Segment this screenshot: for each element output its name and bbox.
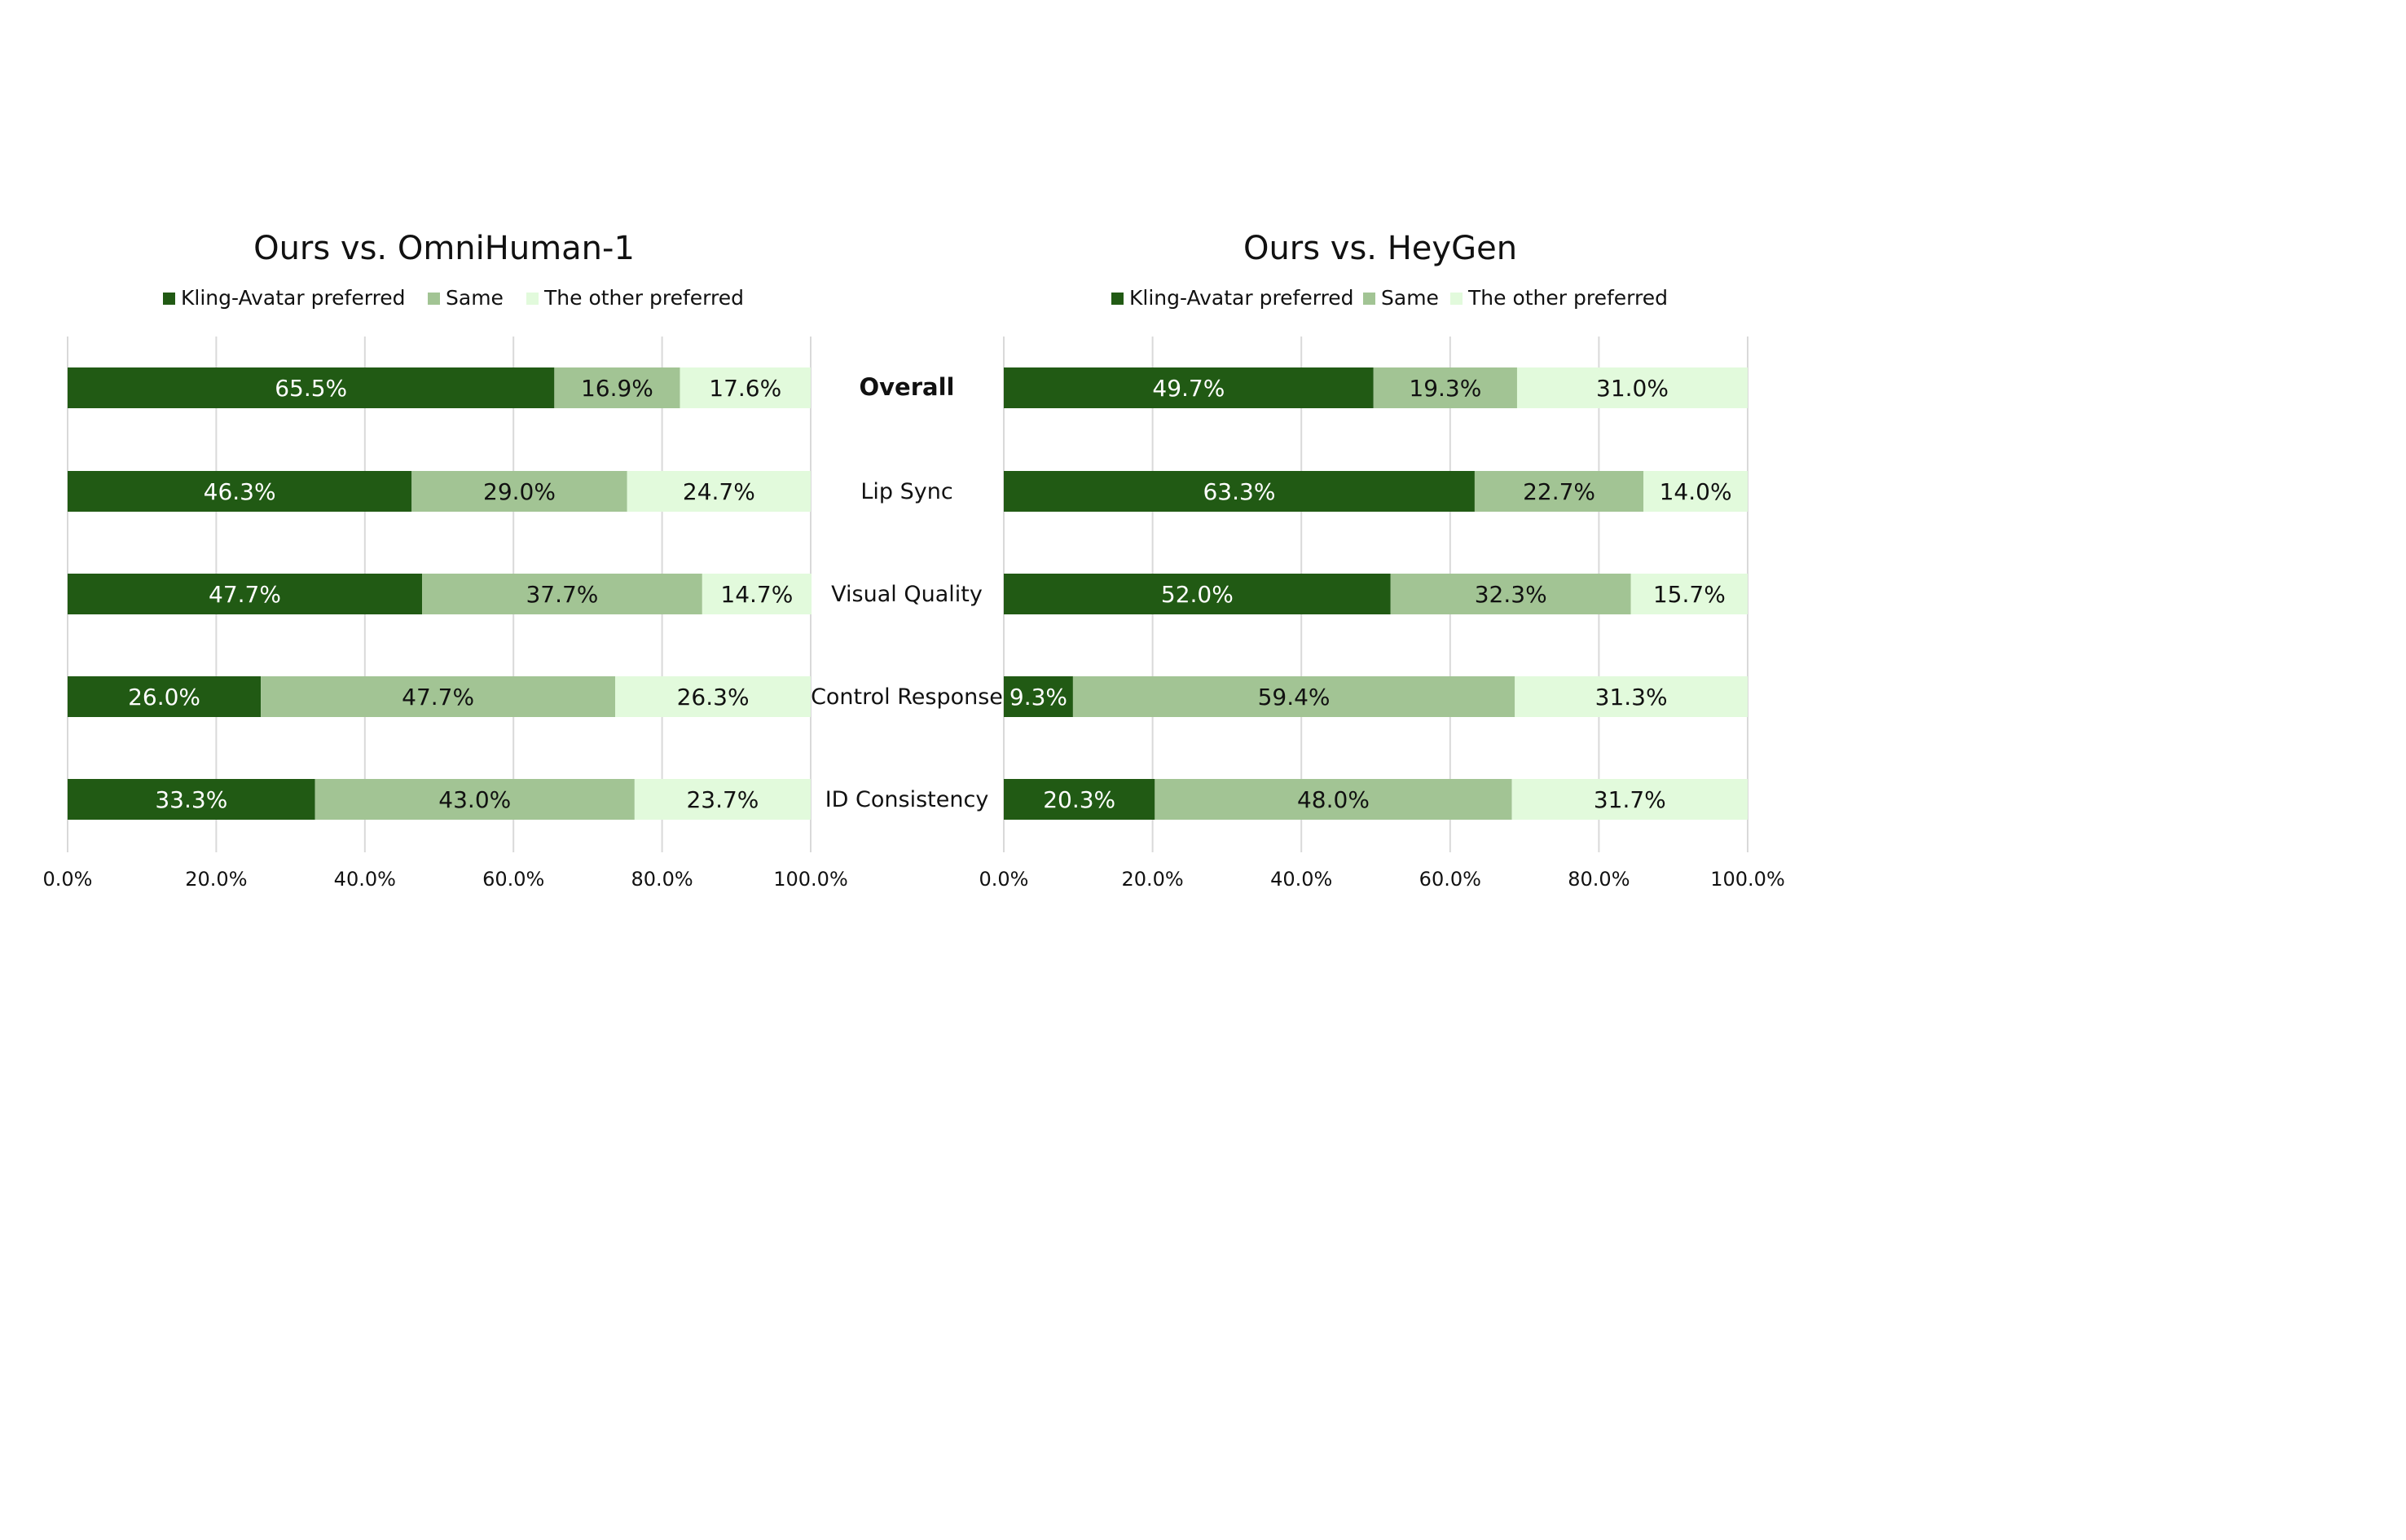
legend-swatch-the-other-preferred	[1450, 293, 1463, 305]
data-label: 9.3%	[1009, 684, 1067, 711]
legend-label-the-other-preferred: The other preferred	[1467, 286, 1668, 310]
data-label: 48.0%	[1297, 786, 1370, 813]
bar-visual-quality-kling-avatar-preferred	[1004, 574, 1391, 614]
bar-lip-sync-the-other-preferred	[627, 471, 811, 512]
bar-id-consistency-same	[1155, 779, 1512, 820]
category-label-visual-quality: Visual Quality	[831, 582, 983, 607]
data-label: 31.0%	[1596, 375, 1669, 402]
x-tick-label: 40.0%	[334, 868, 396, 891]
chart-title: Ours vs. HeyGen	[1243, 230, 1517, 267]
x-tick-label: 20.0%	[1121, 868, 1183, 891]
bar-visual-quality-the-other-preferred	[702, 574, 812, 614]
legend-swatch-same	[428, 293, 440, 305]
legend-label-kling-avatar-preferred: Kling-Avatar preferred	[1129, 286, 1354, 310]
bar-control-response-kling-avatar-preferred	[1004, 676, 1073, 717]
bar-overall-the-other-preferred	[680, 367, 811, 408]
legend-label-the-other-preferred: The other preferred	[543, 286, 744, 310]
data-label: 15.7%	[1653, 581, 1726, 608]
legend-label-kling-avatar-preferred: Kling-Avatar preferred	[181, 286, 406, 310]
x-tick-label: 40.0%	[1270, 868, 1332, 891]
data-label: 49.7%	[1152, 375, 1225, 402]
legend-swatch-kling-avatar-preferred	[163, 293, 175, 305]
data-label: 32.3%	[1475, 581, 1547, 608]
bar-overall-kling-avatar-preferred	[1004, 367, 1374, 408]
data-label: 26.0%	[128, 684, 200, 711]
data-label: 65.5%	[275, 375, 347, 402]
bar-id-consistency-the-other-preferred	[1511, 779, 1748, 820]
bar-control-response-the-other-preferred	[1515, 676, 1748, 717]
data-label: 24.7%	[683, 478, 755, 505]
bar-lip-sync-the-other-preferred	[1643, 471, 1748, 512]
data-label: 52.0%	[1161, 581, 1234, 608]
bar-overall-the-other-preferred	[1516, 367, 1748, 408]
data-label: 17.6%	[709, 375, 781, 402]
x-tick-label: 80.0%	[1568, 868, 1630, 891]
data-label: 33.3%	[155, 786, 227, 813]
data-label: 31.3%	[1595, 684, 1668, 711]
bar-lip-sync-kling-avatar-preferred	[68, 471, 412, 512]
bar-overall-same	[554, 367, 680, 408]
bar-id-consistency-the-other-preferred	[634, 779, 811, 820]
bar-visual-quality-the-other-preferred	[1630, 574, 1748, 614]
category-label-lip-sync: Lip Sync	[860, 479, 952, 504]
data-label: 19.3%	[1409, 375, 1481, 402]
data-label: 43.0%	[438, 786, 511, 813]
bar-id-consistency-same	[314, 779, 635, 820]
bar-control-response-the-other-preferred	[615, 676, 811, 717]
category-label-id-consistency: ID Consistency	[825, 787, 989, 812]
legend-swatch-the-other-preferred	[526, 293, 539, 305]
data-label: 14.0%	[1660, 478, 1732, 505]
bar-overall-kling-avatar-preferred	[68, 367, 555, 408]
legend-label-same: Same	[1381, 286, 1439, 310]
data-label: 22.7%	[1523, 478, 1595, 505]
legend-swatch-same	[1363, 293, 1375, 305]
x-tick-label: 100.0%	[773, 868, 848, 891]
bar-control-response-same	[261, 676, 616, 717]
bar-id-consistency-kling-avatar-preferred	[1004, 779, 1155, 820]
chart-title: Ours vs. OmniHuman-1	[253, 230, 635, 267]
chart-heygen: Ours vs. HeyGen Kling-Avatar preferred Sam…	[979, 230, 1785, 891]
chart-omnihuman: Ours vs. OmniHuman-1 Kling-Avatar preferr…	[43, 230, 848, 891]
bar-visual-quality-kling-avatar-preferred	[68, 574, 423, 614]
bar-visual-quality-same	[1390, 574, 1631, 614]
data-label: 31.7%	[1594, 786, 1666, 813]
category-label-control-response: Control Response	[811, 684, 1003, 710]
data-label: 20.3%	[1043, 786, 1115, 813]
bar-visual-quality-same	[422, 574, 702, 614]
x-tick-label: 0.0%	[979, 868, 1029, 891]
data-label: 37.7%	[526, 581, 598, 608]
legend-label-same: Same	[446, 286, 504, 310]
data-label: 47.7%	[209, 581, 281, 608]
x-tick-label: 0.0%	[43, 868, 93, 891]
legend-swatch-kling-avatar-preferred	[1111, 293, 1124, 305]
bar-lip-sync-same	[1474, 471, 1644, 512]
x-tick-label: 100.0%	[1710, 868, 1785, 891]
data-label: 47.7%	[402, 684, 474, 711]
data-label: 46.3%	[204, 478, 276, 505]
data-label: 29.0%	[483, 478, 556, 505]
data-label: 14.7%	[720, 581, 793, 608]
bar-control-response-same	[1072, 676, 1515, 717]
data-label: 63.3%	[1203, 478, 1275, 505]
category-labels: Overall Lip Sync Visual Quality Control Res…	[811, 373, 1003, 812]
x-tick-label: 60.0%	[1419, 868, 1481, 891]
bar-lip-sync-kling-avatar-preferred	[1004, 471, 1475, 512]
data-label: 59.4%	[1258, 684, 1331, 711]
x-tick-label: 80.0%	[631, 868, 693, 891]
category-label-overall: Overall	[860, 373, 955, 401]
bar-id-consistency-kling-avatar-preferred	[68, 779, 315, 820]
data-label: 16.9%	[581, 375, 653, 402]
bar-overall-same	[1373, 367, 1517, 408]
x-tick-label: 60.0%	[482, 868, 544, 891]
data-label: 23.7%	[686, 786, 759, 813]
bar-lip-sync-same	[411, 471, 627, 512]
x-tick-label: 20.0%	[185, 868, 247, 891]
bar-control-response-kling-avatar-preferred	[68, 676, 262, 717]
data-label: 26.3%	[677, 684, 750, 711]
